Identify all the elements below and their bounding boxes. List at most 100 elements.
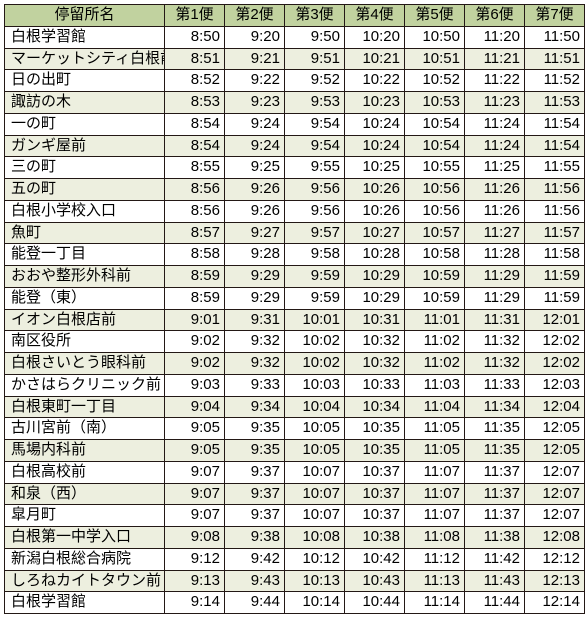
time-cell: 12:05 <box>525 440 585 462</box>
time-cell: 11:27 <box>465 222 525 244</box>
time-cell: 11:28 <box>465 244 525 266</box>
time-cell: 11:05 <box>405 418 465 440</box>
time-cell: 10:56 <box>405 200 465 222</box>
time-cell: 11:01 <box>405 309 465 331</box>
time-cell: 9:31 <box>225 309 285 331</box>
stop-name: マーケットシティ白根前 <box>5 48 165 70</box>
time-cell: 10:02 <box>285 331 345 353</box>
time-cell: 9:22 <box>225 70 285 92</box>
time-cell: 11:07 <box>405 483 465 505</box>
time-cell: 9:32 <box>225 353 285 375</box>
table-row: 諏訪の木8:539:239:5310:2310:5311:2311:53 <box>5 92 585 114</box>
time-cell: 11:34 <box>465 396 525 418</box>
time-cell: 11:05 <box>405 440 465 462</box>
time-cell: 10:26 <box>345 200 405 222</box>
col-trip-5: 第5便 <box>405 5 465 27</box>
time-cell: 9:59 <box>285 266 345 288</box>
time-cell: 9:51 <box>285 48 345 70</box>
time-cell: 9:28 <box>225 244 285 266</box>
stop-name: 古川宮前（南） <box>5 418 165 440</box>
stop-name: 馬場内科前 <box>5 440 165 462</box>
table-row: 白根さいとう眼科前9:029:3210:0210:3211:0211:3212:… <box>5 353 585 375</box>
time-cell: 9:04 <box>165 396 225 418</box>
time-cell: 9:07 <box>165 461 225 483</box>
time-cell: 10:13 <box>285 570 345 592</box>
table-row: マーケットシティ白根前8:519:219:5110:2110:5111:2111… <box>5 48 585 70</box>
stop-name: 皐月町 <box>5 505 165 527</box>
time-cell: 10:37 <box>345 505 405 527</box>
time-cell: 11:04 <box>405 396 465 418</box>
stop-name: 白根第一中学入口 <box>5 527 165 549</box>
table-row: 白根学習館8:509:209:5010:2010:5011:2011:50 <box>5 26 585 48</box>
time-cell: 10:55 <box>405 157 465 179</box>
time-cell: 11:31 <box>465 309 525 331</box>
time-cell: 9:35 <box>225 418 285 440</box>
time-cell: 11:23 <box>465 92 525 114</box>
table-row: 能登一丁目8:589:289:5810:2810:5811:2811:58 <box>5 244 585 266</box>
time-cell: 10:37 <box>345 461 405 483</box>
stop-name: 白根さいとう眼科前 <box>5 353 165 375</box>
time-cell: 10:32 <box>345 331 405 353</box>
table-row: 白根高校前9:079:3710:0710:3711:0711:3712:07 <box>5 461 585 483</box>
time-cell: 9:01 <box>165 309 225 331</box>
time-cell: 12:03 <box>525 374 585 396</box>
time-cell: 11:25 <box>465 157 525 179</box>
time-cell: 8:56 <box>165 179 225 201</box>
time-cell: 11:54 <box>525 135 585 157</box>
stop-name: 新潟白根総合病院 <box>5 548 165 570</box>
time-cell: 10:27 <box>345 222 405 244</box>
table-row: 和泉（西）9:079:3710:0710:3711:0711:3712:07 <box>5 483 585 505</box>
time-cell: 11:37 <box>465 483 525 505</box>
time-cell: 10:32 <box>345 353 405 375</box>
time-cell: 11:20 <box>465 26 525 48</box>
time-cell: 12:04 <box>525 396 585 418</box>
time-cell: 9:02 <box>165 331 225 353</box>
stop-name: 和泉（西） <box>5 483 165 505</box>
table-row: 能登（東）8:599:299:5910:2910:5911:2911:59 <box>5 287 585 309</box>
time-cell: 9:54 <box>285 135 345 157</box>
time-cell: 10:05 <box>285 418 345 440</box>
time-cell: 10:07 <box>285 461 345 483</box>
col-trip-6: 第6便 <box>465 5 525 27</box>
table-row: 魚町8:579:279:5710:2710:5711:2711:57 <box>5 222 585 244</box>
time-cell: 10:07 <box>285 483 345 505</box>
time-cell: 9:24 <box>225 135 285 157</box>
time-cell: 8:59 <box>165 266 225 288</box>
time-cell: 9:55 <box>285 157 345 179</box>
time-cell: 11:29 <box>465 287 525 309</box>
timetable: 停留所名 第1便 第2便 第3便 第4便 第5便 第6便 第7便 白根学習館8:… <box>4 4 585 614</box>
time-cell: 9:53 <box>285 92 345 114</box>
time-cell: 9:05 <box>165 418 225 440</box>
time-cell: 11:32 <box>465 331 525 353</box>
time-cell: 9:42 <box>225 548 285 570</box>
time-cell: 10:54 <box>405 135 465 157</box>
time-cell: 9:44 <box>225 592 285 614</box>
time-cell: 11:02 <box>405 331 465 353</box>
time-cell: 12:14 <box>525 592 585 614</box>
time-cell: 9:23 <box>225 92 285 114</box>
time-cell: 11:37 <box>465 461 525 483</box>
time-cell: 12:02 <box>525 353 585 375</box>
time-cell: 11:35 <box>465 418 525 440</box>
time-cell: 8:58 <box>165 244 225 266</box>
time-cell: 11:24 <box>465 135 525 157</box>
time-cell: 11:43 <box>465 570 525 592</box>
time-cell: 8:54 <box>165 135 225 157</box>
stop-name: おおや整形外科前 <box>5 266 165 288</box>
time-cell: 11:44 <box>465 592 525 614</box>
table-row: 新潟白根総合病院9:129:4210:1210:4211:1211:4212:1… <box>5 548 585 570</box>
time-cell: 8:51 <box>165 48 225 70</box>
stop-name: ガンギ屋前 <box>5 135 165 157</box>
time-cell: 8:57 <box>165 222 225 244</box>
time-cell: 10:08 <box>285 527 345 549</box>
time-cell: 10:05 <box>285 440 345 462</box>
time-cell: 10:24 <box>345 113 405 135</box>
time-cell: 9:07 <box>165 483 225 505</box>
stop-name: 白根高校前 <box>5 461 165 483</box>
time-cell: 10:34 <box>345 396 405 418</box>
time-cell: 10:37 <box>345 483 405 505</box>
time-cell: 11:07 <box>405 505 465 527</box>
stop-name: 一の町 <box>5 113 165 135</box>
stop-name: かさはらクリニック前 <box>5 374 165 396</box>
time-cell: 9:50 <box>285 26 345 48</box>
